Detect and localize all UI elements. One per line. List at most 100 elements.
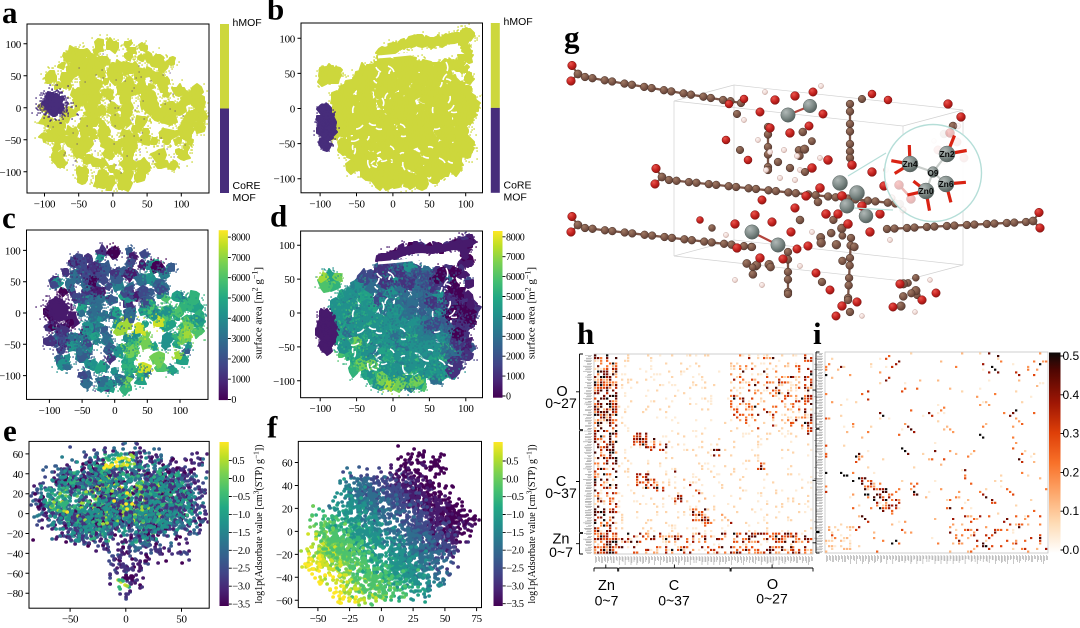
svg-text:20: 20	[282, 503, 293, 515]
svg-text:−50: −50	[5, 135, 22, 147]
svg-text:surface area [m2 g−1]: surface area [m2 g−1]	[251, 267, 265, 359]
svg-text:MOF: MOF	[233, 192, 256, 204]
svg-text:60: 60	[13, 449, 24, 461]
svg-text:0: 0	[290, 104, 296, 116]
svg-text:O9: O9	[928, 169, 939, 178]
svg-text:0: 0	[379, 613, 385, 623]
svg-text:50: 50	[424, 198, 435, 210]
svg-text:50: 50	[176, 614, 187, 623]
svg-text:0~37: 0~37	[545, 485, 577, 501]
svg-text:1000: 1000	[231, 375, 250, 386]
svg-text:0: 0	[390, 403, 396, 415]
svg-text:40: 40	[13, 469, 24, 481]
svg-text:g: g	[564, 20, 580, 55]
svg-text:e: e	[3, 413, 17, 448]
svg-text:0.5: 0.5	[232, 456, 244, 467]
svg-text:−0.5: −0.5	[506, 492, 524, 503]
svg-text:2000: 2000	[231, 354, 250, 365]
svg-text:0~7: 0~7	[595, 593, 619, 609]
svg-text:0: 0	[506, 392, 511, 403]
svg-text:log1p(Adsorbate value [cm3(STP: log1p(Adsorbate value [cm3(STP) g−1])	[525, 444, 539, 603]
svg-text:−50: −50	[348, 198, 365, 210]
svg-text:0.0: 0.0	[506, 474, 518, 485]
svg-text:−1.0: −1.0	[506, 510, 524, 521]
svg-text:50: 50	[284, 274, 295, 286]
svg-text:0: 0	[18, 509, 24, 521]
svg-text:0.5: 0.5	[506, 457, 518, 468]
svg-text:100: 100	[458, 198, 474, 210]
svg-text:−100: −100	[0, 371, 21, 383]
svg-text:0.3: 0.3	[1063, 427, 1080, 441]
svg-text:−60: −60	[276, 595, 293, 607]
svg-text:−0.5: −0.5	[232, 492, 250, 503]
svg-text:7000: 7000	[506, 252, 525, 263]
svg-text:−100: −100	[309, 198, 331, 210]
svg-text:−3.5: −3.5	[232, 600, 250, 611]
svg-text:−1.5: −1.5	[506, 528, 524, 539]
svg-text:0.2: 0.2	[1063, 465, 1080, 479]
svg-text:−40: −40	[7, 548, 24, 560]
svg-text:h: h	[577, 316, 594, 351]
svg-text:−20: −20	[276, 549, 293, 561]
svg-text:−20: −20	[7, 529, 24, 541]
svg-text:−50: −50	[71, 199, 88, 211]
svg-text:b: b	[267, 0, 284, 27]
svg-text:−50: −50	[62, 614, 79, 623]
svg-text:0.0: 0.0	[1063, 543, 1080, 557]
svg-text:−100: −100	[309, 403, 331, 415]
svg-text:25: 25	[408, 613, 419, 623]
svg-text:−50: −50	[4, 339, 21, 351]
svg-text:−40: −40	[276, 572, 293, 584]
svg-text:−100: −100	[39, 405, 61, 417]
svg-text:4000: 4000	[231, 314, 250, 325]
svg-text:c: c	[2, 200, 16, 235]
svg-text:d: d	[270, 199, 287, 234]
svg-text:MOF: MOF	[504, 192, 527, 204]
svg-text:4000: 4000	[506, 312, 525, 323]
svg-text:−80: −80	[7, 588, 24, 600]
svg-text:8000: 8000	[506, 232, 525, 243]
svg-text:0: 0	[287, 526, 293, 538]
svg-text:Zn4: Zn4	[902, 159, 917, 169]
svg-text:surface area [m2 g−1]: surface area [m2 g−1]	[524, 267, 538, 359]
svg-text:Zn2: Zn2	[939, 149, 954, 159]
svg-text:100: 100	[5, 39, 21, 51]
svg-text:−60: −60	[7, 568, 24, 580]
svg-text:0.5: 0.5	[1063, 349, 1080, 363]
svg-text:100: 100	[173, 199, 189, 211]
svg-text:0: 0	[231, 395, 236, 406]
svg-text:75: 75	[471, 613, 482, 623]
svg-text:50: 50	[424, 403, 435, 415]
svg-text:−50: −50	[348, 403, 365, 415]
svg-text:−100: −100	[0, 167, 22, 179]
svg-text:100: 100	[172, 405, 188, 417]
svg-text:f: f	[267, 410, 278, 445]
svg-text:2000: 2000	[506, 352, 525, 363]
svg-text:0.0: 0.0	[232, 474, 244, 485]
svg-text:100: 100	[279, 240, 295, 252]
svg-text:−100: −100	[273, 174, 295, 186]
svg-text:50: 50	[10, 277, 21, 289]
svg-text:0~27: 0~27	[756, 591, 788, 607]
svg-text:60: 60	[282, 458, 293, 470]
svg-text:7000: 7000	[231, 253, 250, 264]
svg-text:−100: −100	[273, 376, 295, 388]
svg-text:50: 50	[142, 405, 153, 417]
svg-text:0~7: 0~7	[549, 544, 573, 560]
svg-text:100: 100	[5, 245, 21, 257]
svg-text:5000: 5000	[231, 294, 250, 305]
svg-text:3000: 3000	[231, 334, 250, 345]
svg-text:Zn0: Zn0	[918, 186, 933, 196]
svg-text:50: 50	[142, 199, 153, 211]
svg-text:100: 100	[279, 33, 295, 45]
svg-text:0: 0	[289, 308, 295, 320]
svg-text:−3.0: −3.0	[232, 582, 250, 593]
svg-text:−50: −50	[310, 613, 327, 623]
svg-text:100: 100	[458, 403, 474, 415]
svg-text:20: 20	[13, 489, 24, 501]
svg-text:−1.5: −1.5	[232, 528, 250, 539]
svg-text:50: 50	[440, 613, 451, 623]
svg-text:−50: −50	[74, 405, 91, 417]
svg-text:hMOF: hMOF	[233, 17, 262, 29]
svg-text:0.4: 0.4	[1063, 388, 1080, 402]
